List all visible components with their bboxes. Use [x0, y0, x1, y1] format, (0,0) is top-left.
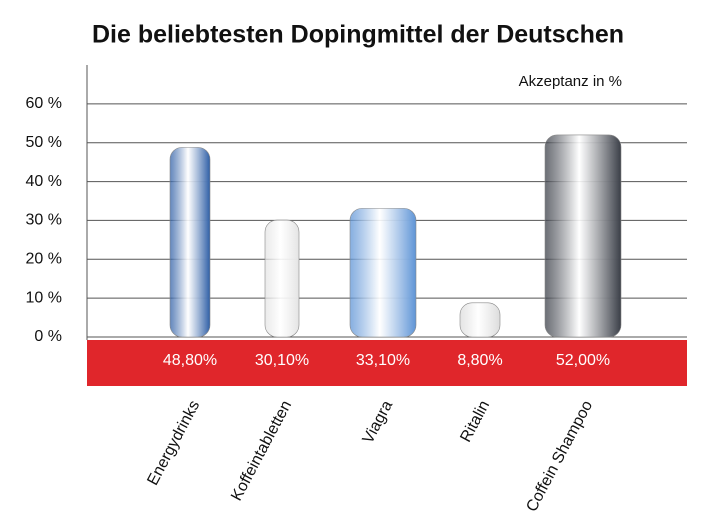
y-tick-label: 20 %: [26, 251, 62, 268]
value-band: [87, 340, 687, 386]
y-tick-label: 40 %: [26, 173, 62, 190]
y-tick-label: 30 %: [26, 212, 62, 229]
x-tick-label: Ritalin: [457, 398, 493, 445]
chart-title: Die beliebtesten Dopingmittel der Deutsc…: [92, 21, 624, 49]
bar: [264, 219, 300, 338]
y-tick-label: 60 %: [26, 95, 62, 112]
x-tick-label: Viagra: [360, 398, 397, 447]
bar: [349, 208, 417, 338]
y-tick-label: 10 %: [26, 289, 62, 306]
bar: [544, 134, 622, 338]
value-label: 48,80%: [163, 352, 217, 369]
bar: [169, 147, 211, 338]
chart-subtitle: Akzeptanz in %: [519, 73, 622, 90]
x-tick-label: Energydrinks: [144, 398, 203, 488]
value-label: 8,80%: [457, 352, 502, 369]
value-label: 33,10%: [356, 352, 410, 369]
y-tick-label: 0 %: [34, 328, 62, 345]
x-tick-label: Coffein Shampoo: [523, 398, 596, 515]
y-tick-label: 50 %: [26, 134, 62, 151]
value-label: 30,10%: [255, 352, 309, 369]
x-tick-label: Koffeintabletten: [228, 398, 295, 504]
bar: [459, 302, 501, 338]
value-label: 52,00%: [556, 352, 610, 369]
